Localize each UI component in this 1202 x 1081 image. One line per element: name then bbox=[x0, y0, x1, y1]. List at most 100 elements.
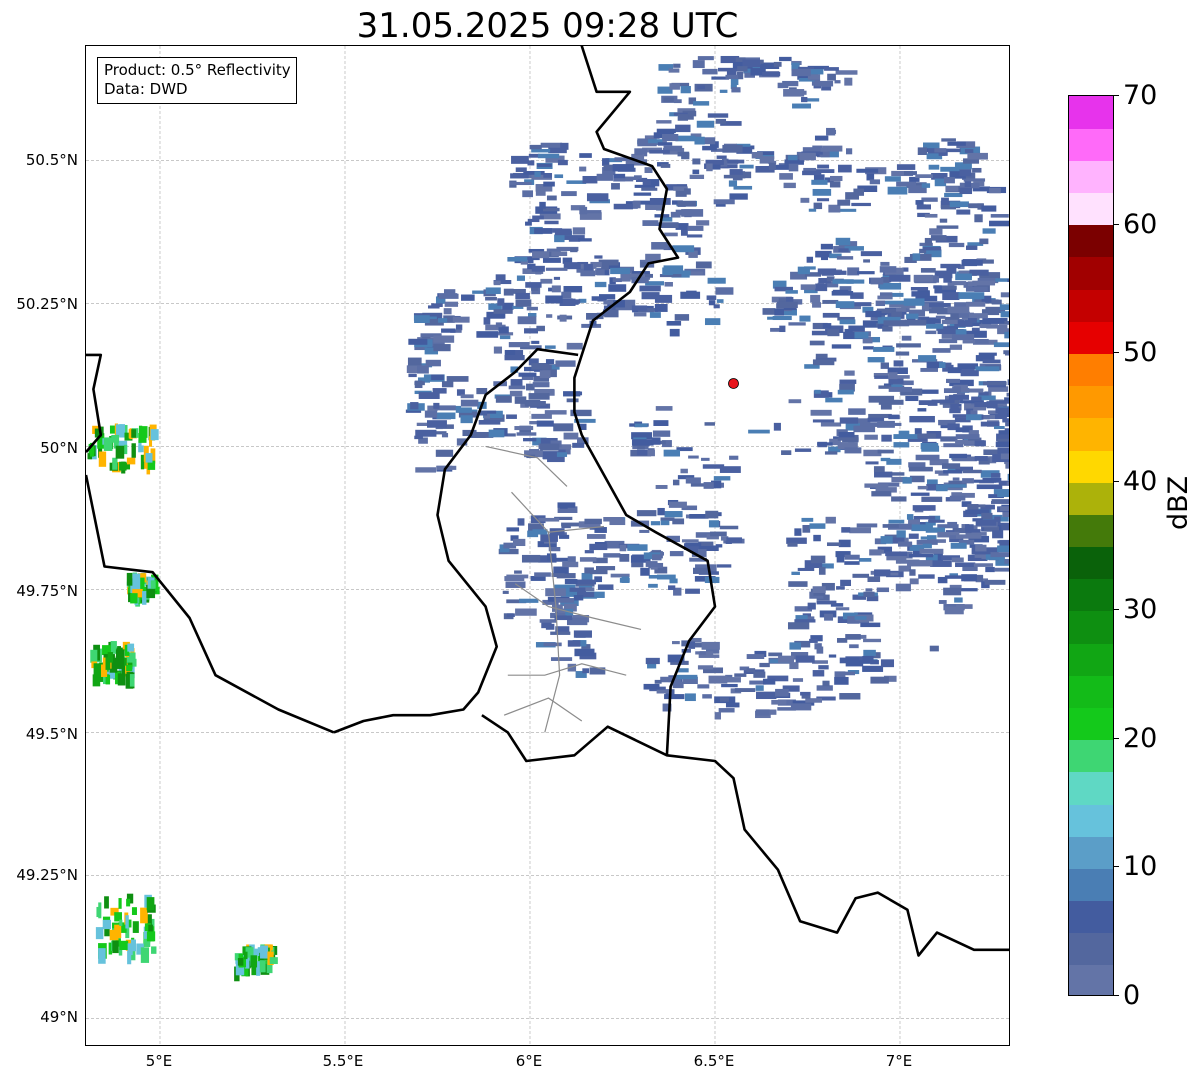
echo-cell bbox=[906, 313, 919, 319]
echo-cell bbox=[692, 169, 700, 175]
echo-cell bbox=[865, 588, 873, 592]
echo-cell bbox=[924, 249, 942, 258]
colorbar-tickmark bbox=[1113, 738, 1119, 739]
echo-cell bbox=[551, 285, 561, 293]
border-belgium-luxembourg bbox=[333, 347, 579, 734]
echo-cell bbox=[800, 90, 807, 95]
echo-cell bbox=[815, 353, 828, 359]
echo-cell bbox=[1006, 392, 1009, 397]
echo-cell bbox=[984, 526, 1000, 532]
echo-cell bbox=[149, 436, 153, 447]
echo-cell bbox=[844, 447, 862, 454]
echo-cell bbox=[706, 534, 719, 540]
echo-cell bbox=[512, 305, 524, 309]
echo-cell bbox=[570, 205, 586, 211]
echo-cell bbox=[828, 204, 841, 213]
echo-cell bbox=[965, 529, 981, 533]
echo-cell bbox=[912, 253, 921, 261]
echo-cell bbox=[435, 449, 454, 457]
echo-cell bbox=[920, 367, 938, 372]
echo-cell bbox=[908, 309, 926, 317]
echo-cell bbox=[980, 421, 1000, 427]
echo-cell bbox=[989, 220, 1009, 227]
echo-cell bbox=[436, 412, 456, 420]
echo-cell bbox=[503, 288, 514, 296]
echo-cell bbox=[988, 494, 1004, 499]
echo-cell bbox=[673, 63, 681, 68]
echo-cell bbox=[126, 671, 133, 684]
echo-cell bbox=[507, 257, 528, 262]
echo-cell bbox=[562, 561, 579, 568]
echo-cell bbox=[535, 184, 553, 192]
echo-cell bbox=[949, 379, 974, 387]
echo-cell bbox=[980, 504, 995, 510]
echo-cell bbox=[1009, 521, 1010, 528]
echo-cell bbox=[961, 259, 983, 266]
echo-cell bbox=[109, 657, 118, 673]
echo-cell bbox=[605, 158, 623, 163]
echo-cell bbox=[817, 268, 837, 275]
echo-cell bbox=[675, 190, 687, 197]
echo-cell bbox=[527, 160, 535, 166]
echo-cell bbox=[947, 521, 958, 527]
echo-cell bbox=[597, 297, 605, 302]
echo-cell bbox=[918, 400, 933, 406]
echo-cell bbox=[955, 427, 970, 433]
data-source-label: Data: DWD bbox=[104, 80, 188, 98]
reflectivity-echoes bbox=[87, 55, 1010, 982]
echo-cell bbox=[981, 512, 993, 519]
echo-cell bbox=[810, 294, 821, 303]
echo-cell bbox=[652, 430, 671, 437]
colorbar-tick: 10 bbox=[1123, 851, 1158, 882]
echo-cell bbox=[957, 588, 978, 592]
colorbar-segment bbox=[1069, 546, 1113, 580]
echo-cell bbox=[1005, 422, 1009, 427]
echo-cell bbox=[826, 276, 835, 282]
colorbar-segment bbox=[1069, 192, 1113, 226]
echo-cell bbox=[721, 683, 738, 688]
echo-cell bbox=[853, 425, 876, 433]
echo-cell bbox=[631, 305, 648, 311]
echo-cell bbox=[903, 298, 925, 306]
echo-cell bbox=[538, 517, 560, 522]
echo-cell bbox=[773, 422, 781, 431]
echo-cell bbox=[721, 164, 738, 169]
echo-cell bbox=[949, 344, 963, 350]
echo-cell bbox=[944, 192, 963, 198]
echo-cell bbox=[815, 250, 832, 258]
echo-cell bbox=[910, 287, 929, 291]
echo-cell bbox=[580, 270, 596, 277]
echo-cell bbox=[857, 185, 878, 193]
echo-cell bbox=[838, 432, 855, 438]
echo-cell bbox=[902, 477, 912, 484]
echo-cell bbox=[726, 537, 743, 543]
echo-cell bbox=[884, 300, 911, 305]
echo-cell bbox=[506, 527, 520, 532]
echo-cell bbox=[809, 638, 818, 643]
echo-cell bbox=[686, 290, 697, 299]
echo-cell bbox=[997, 545, 1009, 553]
echo-cell bbox=[113, 440, 119, 449]
echo-cell bbox=[651, 437, 661, 445]
echo-cell bbox=[702, 68, 718, 75]
echo-cell bbox=[997, 438, 1009, 444]
echo-cell bbox=[956, 209, 971, 215]
lon-tick: 5°E bbox=[145, 1052, 173, 1070]
echo-cell bbox=[965, 532, 987, 536]
echo-cell bbox=[775, 688, 789, 697]
echo-cell bbox=[891, 476, 908, 483]
echo-cell bbox=[108, 942, 113, 955]
echo-cell bbox=[974, 402, 990, 408]
echo-cell bbox=[942, 292, 960, 301]
echo-cell bbox=[940, 436, 958, 442]
echo-cell bbox=[460, 394, 474, 399]
colorbar-tickmark bbox=[1113, 481, 1119, 482]
echo-cell bbox=[715, 287, 734, 295]
echo-cell bbox=[629, 273, 646, 280]
echo-cell bbox=[123, 444, 128, 455]
echo-cell bbox=[102, 645, 111, 656]
echo-cell bbox=[975, 519, 997, 526]
country-borders bbox=[86, 46, 1009, 957]
echo-cell bbox=[633, 192, 652, 196]
echo-cell bbox=[578, 238, 592, 242]
